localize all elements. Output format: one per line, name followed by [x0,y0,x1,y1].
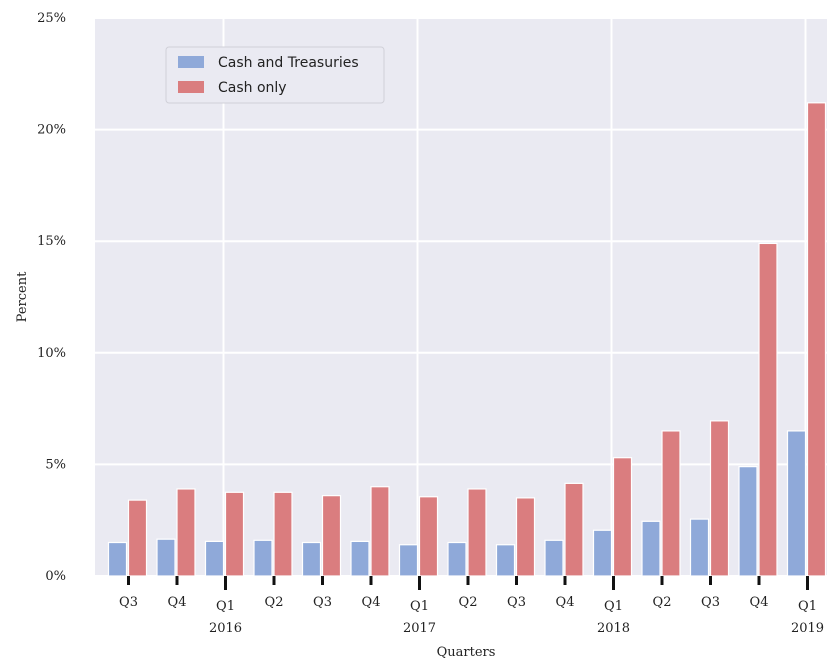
bar-cash-only [467,488,487,577]
y-tick-label: 0% [45,569,66,584]
x-tick-label: Q3 [119,595,138,610]
y-tick-label: 10% [37,346,66,361]
x-tick-label: Q4 [750,595,769,610]
plot-background [95,18,827,576]
y-tick-labels: 0% 5% 10% 15% 20% 25% [37,11,66,584]
bar-cash-and-treasuries [301,541,322,577]
bar-cash-and-treasuries [398,544,419,577]
bar-cash-only [224,491,245,577]
x-tick-label: Q1 [216,599,235,614]
x-tick-label: Q1 [604,599,623,614]
bar-cash-only [661,430,681,577]
y-tick-label: 20% [37,123,66,138]
bar-cash-and-treasuries [204,540,225,577]
bar-cash-and-treasuries [156,538,176,577]
year-labels: 2016 2017 2018 2019 [209,621,824,636]
bar-cash-and-treasuries [738,466,758,577]
bar-cash-only [806,102,827,577]
bar-cash-and-treasuries [544,539,564,577]
x-tick-marks [127,576,809,590]
x-tick-label: Q4 [362,595,381,610]
bar-cash-and-treasuries [689,518,710,577]
bar-cash-only [370,486,390,577]
y-axis-title: Percent [15,271,30,322]
x-tick-label: Q2 [265,595,284,610]
y-tick-label: 15% [37,234,66,249]
year-label: 2019 [791,621,824,636]
legend-swatch-cash-and-treasuries [178,56,204,68]
legend-label-cash-only: Cash only [218,80,287,96]
legend-label-cash-and-treasuries: Cash and Treasuries [218,55,359,71]
bar-cash-only [758,242,778,577]
x-tick-label: Q3 [701,595,720,610]
bar-cash-and-treasuries [592,529,613,577]
bar-cash-only [176,488,196,577]
year-label: 2016 [209,621,242,636]
bar-cash-only [515,497,536,577]
x-tick-label: Q3 [507,595,526,610]
year-label: 2018 [597,621,630,636]
bar-cash-and-treasuries [641,520,661,577]
x-tick-label: Q1 [798,599,817,614]
y-tick-label: 5% [45,457,66,472]
x-axis-title: Quarters [437,645,496,660]
bar-cash-only [709,420,730,577]
bar-cash-only [612,457,633,577]
x-tick-labels: Q3 Q4 Q1 Q2 Q3 Q4 Q1 Q2 Q3 Q4 Q1 Q2 Q3 Q4 Q1 [119,595,817,614]
x-tick-label: Q4 [556,595,575,610]
bar-cash-and-treasuries [786,430,807,577]
y-tick-label: 25% [37,11,66,26]
x-tick-label: Q3 [313,595,332,610]
bar-cash-and-treasuries [350,540,370,577]
year-label: 2017 [403,621,436,636]
bar-cash-and-treasuries [495,544,516,577]
bar-cash-only [418,496,439,577]
legend: Cash and Treasuries Cash only [165,46,385,104]
x-tick-label: Q1 [410,599,429,614]
bar-cash-only [127,499,148,577]
x-tick-label: Q4 [168,595,187,610]
bar-cash-and-treasuries [107,541,128,577]
bar-cash-and-treasuries [253,539,273,577]
legend-swatch-cash-only [178,81,204,93]
bar-cash-only [564,482,584,577]
x-tick-label: Q2 [653,595,672,610]
bar-cash-only [273,491,293,577]
bar-cash-and-treasuries [447,541,467,577]
bar-cash-only [321,495,342,577]
x-tick-label: Q2 [459,595,478,610]
bars [107,102,827,577]
legend-box [165,46,385,104]
